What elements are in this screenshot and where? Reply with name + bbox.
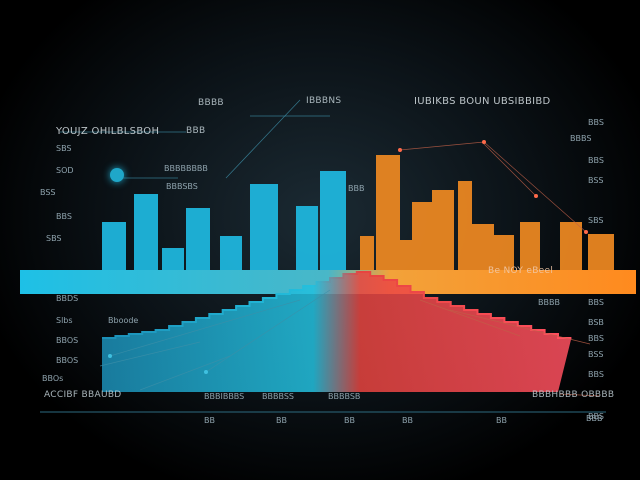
annotation-line xyxy=(449,309,591,345)
bar xyxy=(134,194,158,270)
bottom-tick: BB xyxy=(276,416,287,425)
mid-label: BBBSBS xyxy=(166,182,198,191)
mid-label: BBBBSB xyxy=(328,392,361,401)
right-axis-tick: BBS xyxy=(588,156,604,165)
bar xyxy=(472,224,494,270)
highlight-marker xyxy=(110,168,124,182)
right-axis-tick: BSB xyxy=(588,318,604,327)
bar xyxy=(560,222,582,270)
bottom-tick: BBB xyxy=(586,414,603,423)
left-axis-tick: SBS xyxy=(56,144,72,153)
band-right-label: Be NOY eBeel xyxy=(488,266,554,276)
annotation-line xyxy=(139,355,231,391)
line-series xyxy=(102,271,572,339)
bottom-left-label: ACCIBF BBAUBD xyxy=(44,390,122,400)
left-axis-tick: SOD xyxy=(56,166,74,175)
bottom-tick: BB xyxy=(402,416,413,425)
annotation-line xyxy=(99,341,201,367)
left-axis-tick: BBOs xyxy=(42,374,64,383)
header-center: BBBB xyxy=(198,98,224,108)
bar xyxy=(588,234,614,270)
bar xyxy=(400,240,412,270)
title-left: YOUJZ OHILBLSBOH xyxy=(56,126,160,137)
left-axis-tick: BBDS xyxy=(56,294,79,303)
right-axis-tick: BBS xyxy=(588,298,604,307)
bar xyxy=(494,235,514,270)
left-axis-tick: Bboode xyxy=(108,316,139,325)
bar xyxy=(458,181,472,270)
mid-label: BBBB xyxy=(538,298,560,307)
right-axis-tick: SBS xyxy=(588,216,604,225)
right-axis-tick: BBS xyxy=(588,334,604,343)
right-axis-tick: BSS xyxy=(588,350,604,359)
mid-label: BBBBSS xyxy=(262,392,294,401)
left-axis-tick: BSS xyxy=(40,188,56,197)
right-axis-tick: BSS xyxy=(588,176,604,185)
annotation-line xyxy=(483,141,587,233)
annotation-dot xyxy=(584,230,588,234)
bar xyxy=(186,208,210,270)
header-center-2: IBBBNS xyxy=(306,96,342,106)
bottom-right-label: BBBHBBB OBBBB xyxy=(532,390,615,400)
annotation-line xyxy=(109,299,301,357)
right-axis-tick: BBS xyxy=(588,370,604,379)
mid-label: BBB xyxy=(348,184,365,193)
annotation-line xyxy=(205,289,331,373)
area-series xyxy=(102,272,572,392)
left-axis-tick: BBS xyxy=(56,212,72,221)
bar xyxy=(296,206,318,270)
right-axis-tick: BBS xyxy=(588,412,604,421)
right-axis-tick: BBS xyxy=(588,118,604,127)
left-axis-tick: SBS xyxy=(46,234,62,243)
annotation-line xyxy=(225,99,301,179)
bar xyxy=(220,236,242,270)
bar xyxy=(250,184,278,270)
bottom-tick: BB xyxy=(344,416,355,425)
bar xyxy=(412,202,432,270)
bar xyxy=(376,155,400,270)
annotation-dot xyxy=(482,140,486,144)
left-axis-tick: BBOS xyxy=(56,356,79,365)
annotation-line xyxy=(419,299,521,337)
title-mid: BBB xyxy=(186,126,206,136)
left-axis-tick: BBOS xyxy=(56,336,79,345)
annotation-dot xyxy=(204,370,208,374)
annotation-dot xyxy=(534,194,538,198)
mid-label: BBBIBBBS xyxy=(204,392,245,401)
right-axis-tick: BBBS xyxy=(570,134,592,143)
header-right: IUBIKBS BOUN UBSIBBIBD xyxy=(414,96,551,107)
annotation-dot xyxy=(398,148,402,152)
bar xyxy=(102,222,126,270)
annotation-line xyxy=(481,141,537,197)
left-axis-tick: Slbs xyxy=(56,316,73,325)
bottom-tick: BB xyxy=(204,416,215,425)
bar xyxy=(360,236,374,270)
mid-label: BBBBBBBB xyxy=(164,164,208,173)
annotation-line xyxy=(399,141,485,151)
annotation-dot xyxy=(108,354,112,358)
bar xyxy=(432,190,454,270)
annotation-line xyxy=(559,393,601,397)
bottom-tick: BB xyxy=(496,416,507,425)
bar xyxy=(520,222,540,270)
bar xyxy=(320,171,346,270)
bar xyxy=(162,248,184,270)
